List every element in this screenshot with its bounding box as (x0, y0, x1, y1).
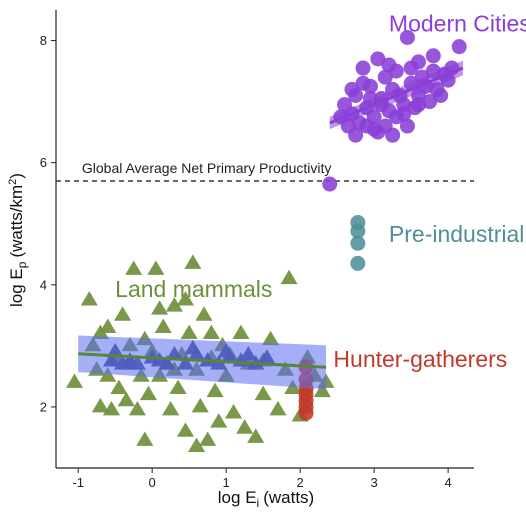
chart-marks (56, 29, 474, 453)
land-mammals-fit-line (78, 352, 327, 369)
land-mammals-point-9 (114, 306, 132, 321)
y-tick-label-1: 4 (40, 277, 47, 292)
land-mammals-point-39 (232, 324, 250, 340)
land-mammals-point-24 (169, 379, 187, 395)
reference-line-label: Global Average Net Primary Productivity (82, 160, 332, 176)
land-mammals-point-0 (65, 373, 84, 388)
land-mammals-point-26 (176, 422, 195, 437)
pre-industrial-label: Pre-industrial (389, 221, 525, 247)
hunter-gatherers-point-6 (298, 405, 314, 421)
modern-cities-point-45 (344, 81, 360, 97)
y-axis-title-unit: (watts/km (7, 185, 26, 258)
land-mammals-point-42 (254, 385, 272, 401)
land-mammals-point-30 (191, 397, 209, 413)
modern-cities-point-9 (377, 69, 393, 85)
land-mammals-point-43 (261, 330, 280, 346)
modern-cities-point-50 (385, 127, 401, 143)
x-axis-title: log Ei (watts) (218, 488, 314, 510)
x-tick-label-3: 2 (297, 475, 304, 490)
land-mammals-point-60 (202, 324, 220, 340)
x-tick-label-0: -1 (72, 475, 84, 490)
land-mammals-point-6 (102, 400, 121, 416)
y-tick-label-0: 2 (40, 399, 47, 414)
modern-cities-point-35 (348, 127, 364, 143)
modern-cities-point-6 (355, 60, 371, 76)
x-tick-label-4: 3 (371, 475, 378, 490)
land-mammals-point-5 (99, 318, 117, 333)
x-axis-title-sub: i (257, 496, 260, 510)
x-tick-label-5: 4 (444, 475, 451, 490)
modern-cities-point-41 (403, 60, 419, 76)
land-mammals-point-57 (236, 419, 254, 434)
modern-cities-fit-line (329, 66, 464, 125)
y-axis-title-sub: p (15, 261, 29, 268)
y-axis-title: log Ep (watts/km2) (7, 173, 29, 307)
modern-cities-point-34 (370, 124, 386, 140)
land-mammals-point-38 (225, 404, 243, 419)
y-tick-label-2: 6 (40, 155, 47, 170)
land-mammals-point-28 (184, 254, 202, 269)
land-mammals-point-35 (210, 413, 228, 428)
land-mammals-point-18 (147, 260, 165, 275)
x-axis-title-unit: (watts) (263, 488, 314, 507)
modern-cities-point-0 (322, 176, 338, 192)
land-mammals-point-23 (165, 297, 183, 312)
modern-cities-point-49 (359, 118, 375, 134)
land-mammals-confidence-band (78, 335, 327, 390)
hunter-gatherers-label: Hunter-gatherers (333, 346, 507, 372)
land-mammals-point-54 (151, 300, 169, 315)
modern-cities-point-3 (425, 48, 441, 64)
modern-cities-point-46 (396, 106, 412, 122)
land-mammals-point-41 (247, 428, 265, 443)
land-mammals-point-63 (176, 291, 195, 306)
chart-labels: log Ei (watts) log Ep(watts/km2) Global A… (7, 10, 526, 510)
land-mammals-point-13 (128, 400, 146, 416)
land-mammals-point-8 (110, 379, 128, 395)
land-mammals-point-22 (162, 400, 180, 416)
y-axis-title-sup: 2 (7, 179, 19, 185)
land-mammals-point-44 (269, 400, 287, 416)
y-axis-title-main: log E (7, 268, 26, 307)
x-tick-label-2: 1 (223, 475, 230, 490)
land-mammals-point-58 (99, 367, 117, 382)
land-mammals-point-53 (136, 431, 154, 446)
land-mammals-point-55 (188, 437, 206, 453)
land-mammals-point-50 (313, 382, 331, 398)
land-mammals-label: Land mammals (115, 276, 272, 302)
land-mammals-point-34 (206, 382, 224, 398)
y-axis-title-close: ) (7, 173, 26, 179)
land-mammals-point-4 (91, 397, 109, 413)
pre-industrial-point-1 (350, 223, 366, 239)
land-mammals-point-31 (195, 306, 213, 321)
modern-cities-point-39 (433, 87, 449, 103)
modern-cities-point-1 (399, 29, 415, 45)
land-mammals-point-1 (80, 291, 98, 306)
modern-cities-point-31 (399, 118, 415, 134)
land-mammals-point-52 (280, 269, 298, 285)
modern-cities-point-48 (411, 97, 427, 113)
modern-cities-point-4 (370, 51, 386, 67)
x-tick-label-1: 0 (149, 475, 156, 490)
modern-cities-label: Modern Cities (389, 10, 526, 36)
modern-cities-point-42 (381, 57, 397, 73)
land-mammals-point-27 (180, 324, 198, 340)
land-mammals-point-10 (117, 391, 135, 407)
y-tick-label-3: 8 (40, 33, 47, 48)
land-mammals-point-12 (125, 260, 143, 275)
modern-cities-point-2 (451, 39, 467, 55)
chart-axes: -1 0 1 2 3 4 2 4 6 8 (40, 10, 474, 490)
modern-cities-point-43 (355, 75, 371, 91)
pre-industrial-point-3 (350, 255, 366, 271)
land-mammals-point-64 (91, 324, 109, 340)
land-mammals-point-16 (139, 385, 158, 401)
land-mammals-point-32 (199, 431, 217, 446)
pre-industrial-point-2 (350, 235, 366, 251)
land-mammals-point-20 (154, 318, 172, 333)
x-axis-title-main: log E (218, 488, 257, 507)
